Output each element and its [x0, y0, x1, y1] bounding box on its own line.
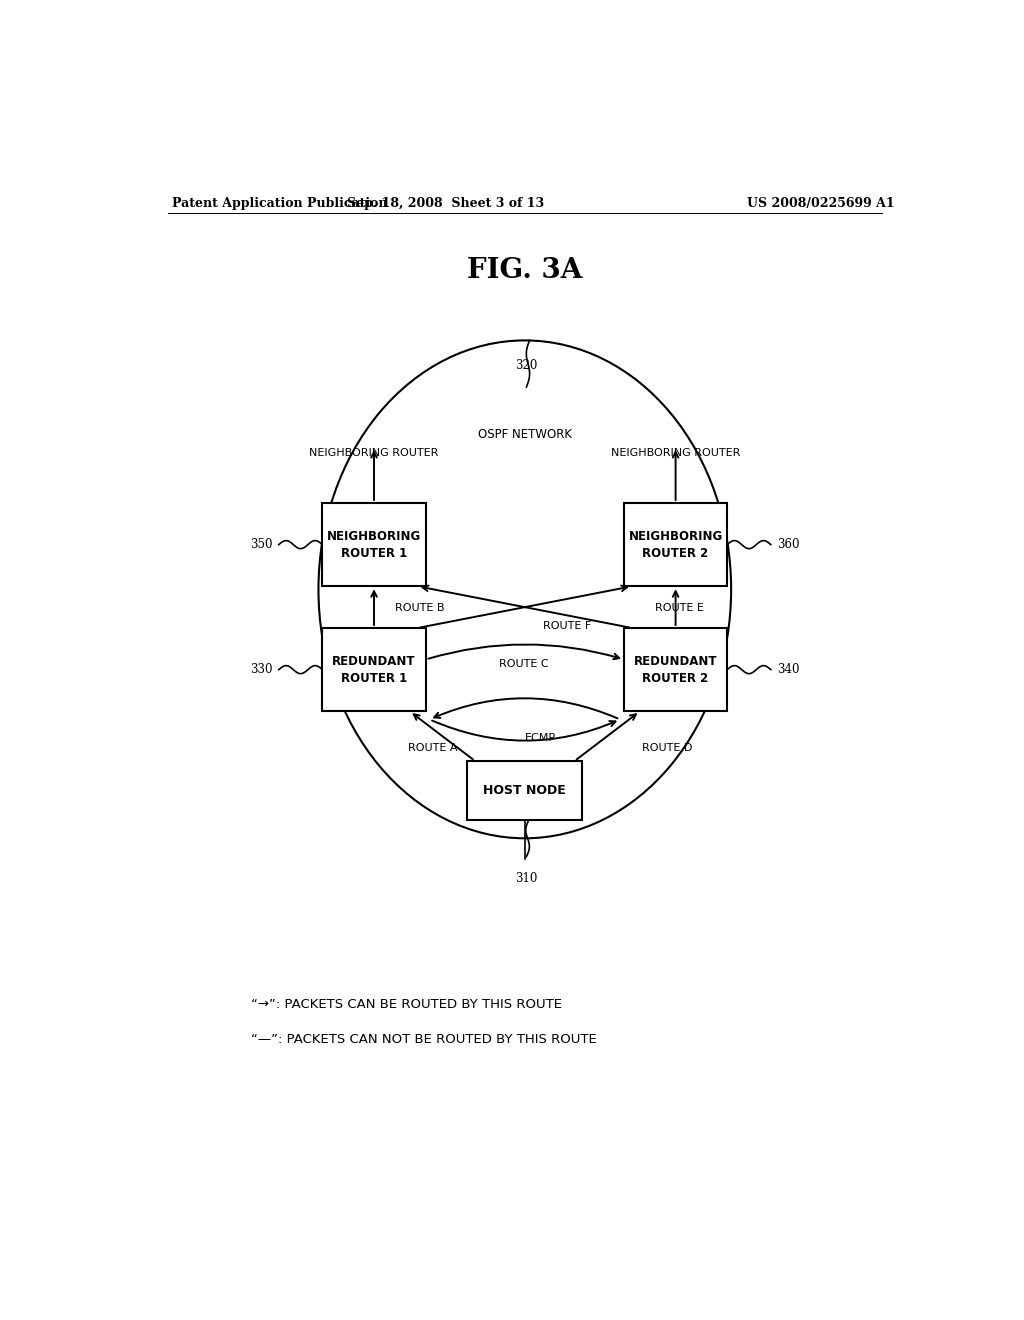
Text: ROUTE A: ROUTE A [409, 743, 458, 752]
Text: 340: 340 [777, 663, 800, 676]
Text: ROUTE E: ROUTE E [655, 603, 703, 612]
Text: “—”: PACKETS CAN NOT BE ROUTED BY THIS ROUTE: “—”: PACKETS CAN NOT BE ROUTED BY THIS R… [251, 1034, 597, 1047]
Text: NEIGHBORING
ROUTER 1: NEIGHBORING ROUTER 1 [327, 529, 421, 560]
Text: 310: 310 [515, 871, 538, 884]
Text: NEIGHBORING ROUTER: NEIGHBORING ROUTER [611, 449, 740, 458]
Text: ROUTE C: ROUTE C [500, 659, 549, 668]
Text: 360: 360 [777, 539, 800, 552]
Text: ROUTE B: ROUTE B [394, 603, 444, 612]
Text: NEIGHBORING ROUTER: NEIGHBORING ROUTER [309, 449, 438, 458]
FancyBboxPatch shape [624, 628, 727, 711]
FancyBboxPatch shape [323, 503, 426, 586]
Text: HOST NODE: HOST NODE [483, 784, 566, 797]
FancyBboxPatch shape [624, 503, 727, 586]
Text: 320: 320 [515, 359, 538, 372]
Text: “→”: PACKETS CAN BE ROUTED BY THIS ROUTE: “→”: PACKETS CAN BE ROUTED BY THIS ROUTE [251, 998, 562, 1011]
Text: FIG. 3A: FIG. 3A [467, 256, 583, 284]
Text: OSPF NETWORK: OSPF NETWORK [478, 429, 571, 441]
Text: US 2008/0225699 A1: US 2008/0225699 A1 [748, 197, 895, 210]
Text: NEIGHBORING
ROUTER 2: NEIGHBORING ROUTER 2 [629, 529, 723, 560]
Text: ECMP: ECMP [524, 733, 556, 743]
Text: ROUTE F: ROUTE F [543, 620, 591, 631]
Text: REDUNDANT
ROUTER 2: REDUNDANT ROUTER 2 [634, 655, 718, 685]
Text: ROUTE D: ROUTE D [642, 743, 692, 752]
Text: 350: 350 [250, 539, 272, 552]
FancyBboxPatch shape [323, 628, 426, 711]
Text: Sep. 18, 2008  Sheet 3 of 13: Sep. 18, 2008 Sheet 3 of 13 [347, 197, 544, 210]
Text: 330: 330 [250, 663, 272, 676]
Text: REDUNDANT
ROUTER 1: REDUNDANT ROUTER 1 [332, 655, 416, 685]
FancyBboxPatch shape [467, 762, 583, 820]
Text: Patent Application Publication: Patent Application Publication [172, 197, 387, 210]
